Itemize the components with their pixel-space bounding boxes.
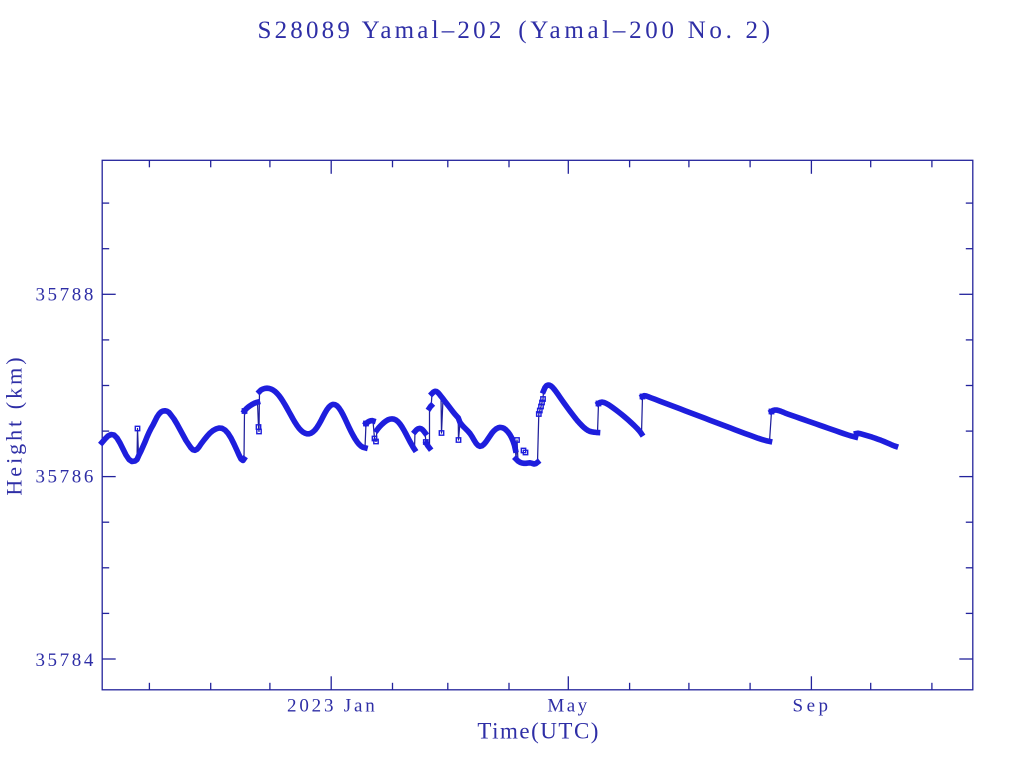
svg-text:May: May bbox=[547, 696, 589, 717]
svg-text:35788: 35788 bbox=[35, 285, 96, 306]
svg-text:(Yamal–200 No. 2): (Yamal–200 No. 2) bbox=[518, 17, 774, 44]
svg-text:35784: 35784 bbox=[35, 650, 96, 671]
svg-text:Time(UTC): Time(UTC) bbox=[477, 719, 600, 744]
svg-text:Sep: Sep bbox=[793, 696, 832, 717]
svg-text:Height (km): Height (km) bbox=[2, 354, 27, 495]
svg-text:S28089 Yamal–202: S28089 Yamal–202 bbox=[257, 17, 504, 44]
svg-text:2023 Jan: 2023 Jan bbox=[287, 696, 377, 717]
svg-text:35786: 35786 bbox=[35, 467, 96, 488]
